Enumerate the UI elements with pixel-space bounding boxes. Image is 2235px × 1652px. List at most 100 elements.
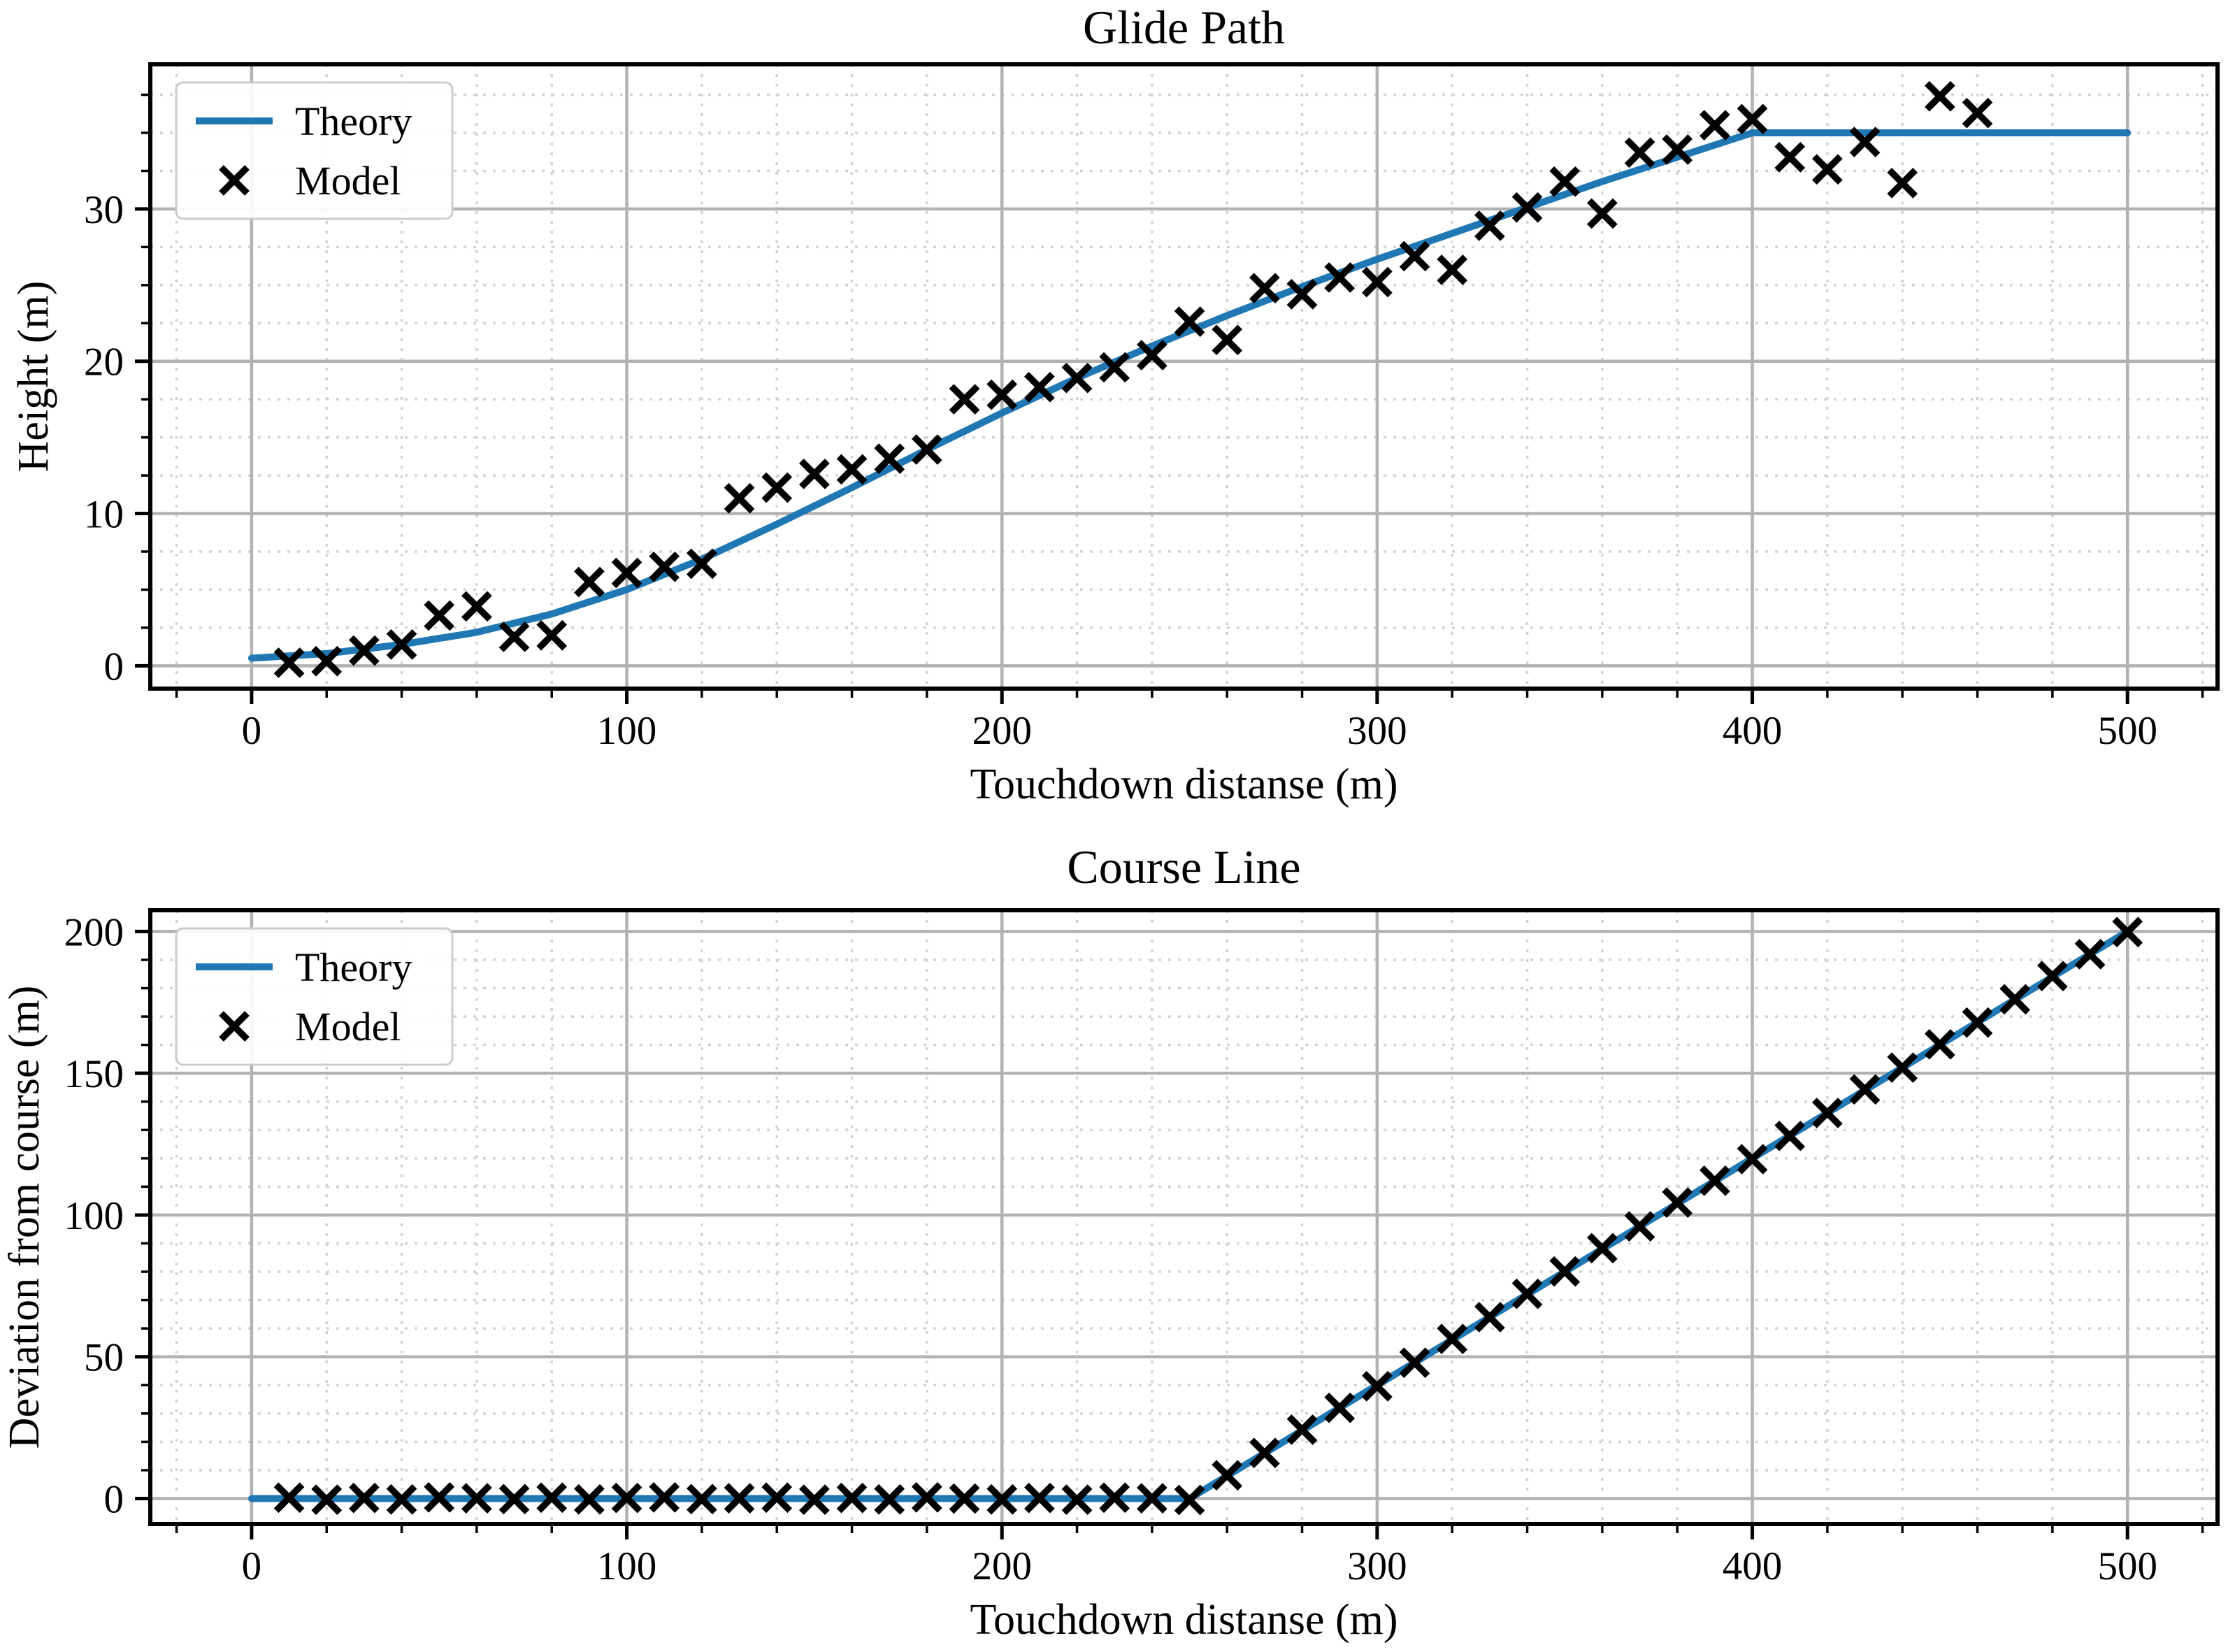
model-point: [1399, 1347, 1430, 1379]
x-tick-label: 500: [2097, 709, 2157, 753]
legend-label-model: Model: [295, 158, 401, 203]
x-tick-label: 300: [1347, 709, 1407, 753]
axis-ticks: [135, 93, 2204, 704]
model-point: [1286, 279, 1318, 310]
model-point: [1549, 166, 1581, 197]
x-tick-label: 0: [242, 709, 262, 753]
model-point: [1511, 1278, 1543, 1309]
x-axis-label: Touchdown distanse (m): [970, 1596, 1397, 1644]
x-tick-label: 200: [972, 709, 1032, 753]
axis-ticks: [135, 929, 2204, 1539]
model-point: [1624, 1211, 1655, 1242]
y-tick-label: 0: [104, 645, 124, 689]
model-point: [1999, 984, 2031, 1015]
model-point: [1174, 1484, 1205, 1516]
model-point: [1737, 1144, 1768, 1175]
model-point: [1925, 1028, 1955, 1060]
model-point: [1849, 1074, 1881, 1105]
y-tick-label: 150: [64, 1052, 124, 1096]
model-point: [1925, 80, 1955, 112]
legend: Theory Model: [175, 927, 454, 1066]
model-point: [1286, 1414, 1318, 1445]
x-tick-label: 400: [1723, 709, 1783, 753]
model-point: [649, 1482, 680, 1513]
model-point: [986, 1484, 1018, 1515]
model-point: [1137, 1483, 1167, 1514]
model-point: [687, 548, 717, 580]
model-point: [611, 1482, 642, 1514]
legend-box: [175, 81, 454, 220]
y-tick-label: 50: [84, 1336, 124, 1380]
model-point: [1699, 110, 1730, 141]
model-point: [1737, 103, 1768, 135]
model-point: [2112, 917, 2143, 948]
model-point: [1774, 1120, 1806, 1151]
legend-label-theory: Theory: [295, 944, 412, 990]
model-point: [461, 591, 492, 622]
model-point: [912, 1482, 942, 1513]
chart-title: Glide Path: [1083, 1, 1285, 54]
model-point: [949, 384, 980, 415]
model-point: [761, 1482, 793, 1514]
model-point: [799, 459, 830, 489]
model-point: [1587, 1233, 1618, 1264]
model-point: [1962, 1007, 1993, 1038]
model-point: [1437, 1323, 1468, 1355]
model-point: [611, 557, 642, 589]
model-point: [498, 1484, 530, 1515]
model-point: [724, 1483, 755, 1514]
model-point: [1061, 1484, 1093, 1515]
axes-spines: [148, 62, 2220, 691]
model-point: [1624, 137, 1655, 168]
model-point: [1887, 168, 1918, 199]
model-point: [1587, 198, 1618, 229]
model-point: [461, 1483, 492, 1514]
x-tick-label: 300: [1347, 1544, 1407, 1588]
grid-minor: [150, 910, 2218, 1524]
legend-label-model: Model: [295, 1004, 401, 1049]
model-point: [1324, 262, 1356, 293]
model-point: [912, 434, 942, 465]
model-point: [424, 1482, 455, 1513]
model-point: [1024, 1482, 1055, 1514]
model-point: [1549, 1256, 1581, 1287]
model-point: [1962, 97, 1993, 129]
model-point: [1849, 127, 1881, 157]
model-point: [1024, 371, 1055, 403]
model-point: [1212, 324, 1243, 356]
model-point: [536, 1482, 568, 1514]
grid-major: [150, 64, 2218, 689]
model-point: [1699, 1165, 1730, 1196]
model-point: [311, 1484, 343, 1515]
model-point: [1212, 1460, 1243, 1491]
model-point: [874, 1484, 905, 1515]
model-point: [2037, 961, 2068, 991]
legend-label-theory: Theory: [295, 99, 412, 144]
model-point: [1061, 362, 1093, 394]
legend: Theory Model: [175, 81, 454, 220]
y-axis-label: Deviation from course (m): [1, 986, 48, 1449]
model-point: [799, 1484, 830, 1515]
model-point: [1511, 192, 1543, 223]
model-point: [2074, 939, 2106, 970]
model-point: [424, 600, 455, 631]
legend-box: [175, 927, 454, 1066]
model-point: [311, 645, 343, 677]
model-point: [574, 1484, 605, 1515]
model-point: [1399, 240, 1430, 272]
model-point: [1812, 1098, 1843, 1128]
model-point: [986, 379, 1018, 410]
legend-model-marker-sample: [219, 1011, 250, 1042]
model-point: [386, 629, 417, 660]
model-point: [273, 647, 305, 678]
model-point: [1099, 1482, 1130, 1514]
model-point: [1099, 352, 1130, 383]
model-markers: [273, 80, 1993, 678]
model-point: [836, 1482, 868, 1514]
model-point: [1137, 340, 1167, 371]
model-point: [874, 443, 905, 474]
model-point: [1474, 210, 1505, 241]
x-tick-label: 200: [972, 1544, 1032, 1588]
